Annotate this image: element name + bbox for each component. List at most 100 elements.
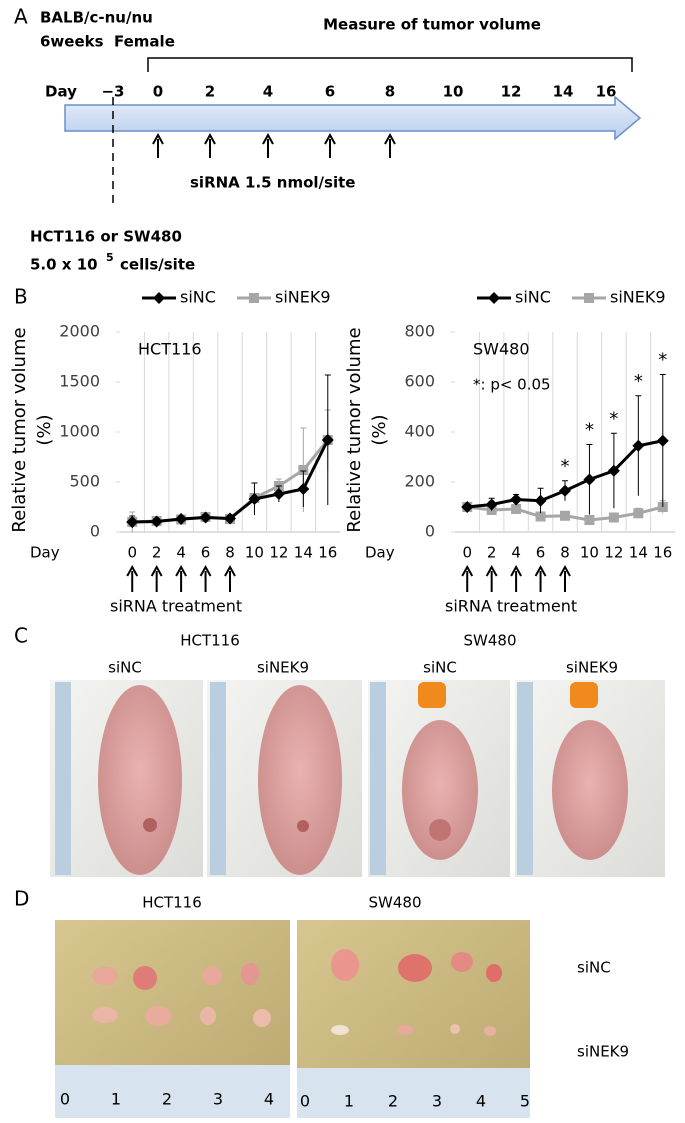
x-tick-label: 0	[127, 544, 137, 562]
y-tick-label: 1000	[59, 422, 100, 441]
arrow-head	[262, 132, 274, 145]
marker	[559, 484, 571, 497]
y-tick-label: 400	[404, 422, 435, 441]
ruler-number: 3	[432, 1092, 442, 1111]
significance: *	[561, 456, 570, 477]
condition-label: siNC	[108, 659, 142, 677]
x-tick-label: 12	[269, 544, 288, 562]
day-labels: −3 0 2 4 6 8 10 12 14 16	[101, 83, 616, 101]
legend-marker	[488, 292, 500, 304]
strain: BALB/c-nu/nu	[40, 9, 153, 27]
arrow-head	[204, 132, 216, 145]
chart-title: SW480	[473, 340, 530, 359]
marker	[150, 515, 163, 528]
x-tick-label: 2	[487, 544, 497, 562]
x-tick-label: 4	[511, 544, 521, 562]
day-label: 8	[385, 83, 395, 101]
y-tick-label: 0	[90, 522, 100, 541]
day-label: −3	[101, 83, 124, 101]
ruler-number: 5	[520, 1092, 530, 1111]
significance: *	[658, 350, 667, 371]
marker	[583, 473, 596, 486]
x-tick-label: 10	[580, 544, 599, 562]
y-tick-label: 600	[404, 372, 435, 391]
x-tick-label: 8	[225, 544, 235, 562]
x-tick-label: 6	[536, 544, 546, 562]
day-label: 14	[553, 83, 574, 101]
marker	[297, 483, 310, 495]
note: *: p< 0.05	[473, 376, 551, 394]
ruler	[297, 1068, 530, 1118]
day-label: Day	[45, 83, 77, 101]
x-tick-label: 0	[462, 544, 472, 562]
measure-label: Measure of tumor volume	[323, 16, 541, 34]
series-line	[132, 439, 329, 524]
ruler-labels: 0 1 2 3 4 5	[300, 1092, 530, 1111]
arrow-head	[384, 132, 396, 145]
x-prefix: Day	[365, 544, 395, 562]
arrow-head	[150, 564, 163, 577]
tumor-photos	[55, 920, 530, 1118]
x-tick-label: 2	[152, 544, 162, 562]
group-label: SW480	[369, 894, 422, 912]
legend-marker	[249, 293, 259, 303]
arrow-head	[175, 564, 187, 577]
ruler-number: 4	[476, 1092, 486, 1111]
condition-label: siNEK9	[257, 659, 309, 677]
marker	[298, 465, 309, 475]
condition-label: siNC	[423, 659, 457, 677]
x-prefix: Day	[30, 544, 60, 562]
ruler-number: 2	[162, 1090, 172, 1109]
mouse-photos	[50, 680, 665, 877]
marker	[272, 488, 285, 500]
bracket	[147, 57, 633, 72]
legend-label: siNC	[180, 288, 216, 307]
marker	[607, 464, 620, 477]
day-label: 6	[325, 83, 335, 101]
y-axis-label: Relative tumor volume	[9, 327, 30, 532]
ruler-labels: 0 1 2 3 4	[60, 1090, 274, 1109]
marker	[534, 494, 547, 507]
arrow-head	[510, 564, 522, 577]
day-label: 2	[205, 83, 215, 101]
panel-label: D	[14, 887, 29, 911]
marker	[608, 512, 619, 523]
marker	[584, 515, 595, 525]
ruler-number: 1	[111, 1090, 121, 1109]
sirna-label: siRNA 1.5 nmol/site	[190, 174, 355, 192]
x-tick-label: 14	[294, 544, 313, 562]
tumor	[143, 818, 157, 832]
x-tick-label: 8	[560, 544, 570, 562]
treatment-label: siRNA treatment	[110, 597, 242, 616]
dose: 5.0 x 10	[30, 256, 98, 274]
series-line	[132, 439, 330, 524]
marker	[535, 511, 546, 522]
y-tick-label: 1500	[59, 372, 100, 391]
group-label: HCT116	[180, 632, 240, 650]
marker	[175, 513, 188, 525]
legend-label: siNEK9	[610, 288, 666, 307]
dose-unit: cells/site	[120, 256, 195, 274]
day-label: 10	[443, 83, 464, 101]
ruler-number: 3	[213, 1090, 223, 1109]
y-tick-label: 2000	[59, 322, 100, 341]
tumor	[297, 820, 309, 832]
y-axis-label: (%)	[369, 414, 390, 445]
marker	[126, 516, 139, 528]
y-tick-label: 500	[69, 472, 100, 491]
significance: *	[585, 420, 594, 441]
day-label: 12	[501, 83, 522, 101]
y-axis-label: (%)	[34, 414, 55, 445]
arrow-head	[485, 564, 498, 577]
y-tick-label: 0	[425, 522, 435, 541]
ruler	[55, 1065, 290, 1118]
day-label: 4	[263, 83, 273, 101]
treatment-label: siRNA treatment	[445, 597, 577, 616]
ruler-number: 0	[300, 1092, 310, 1111]
marker	[560, 510, 570, 521]
group-label: HCT116	[142, 894, 202, 912]
cap	[570, 682, 598, 708]
arrow-head	[534, 564, 547, 577]
marker	[632, 439, 645, 452]
